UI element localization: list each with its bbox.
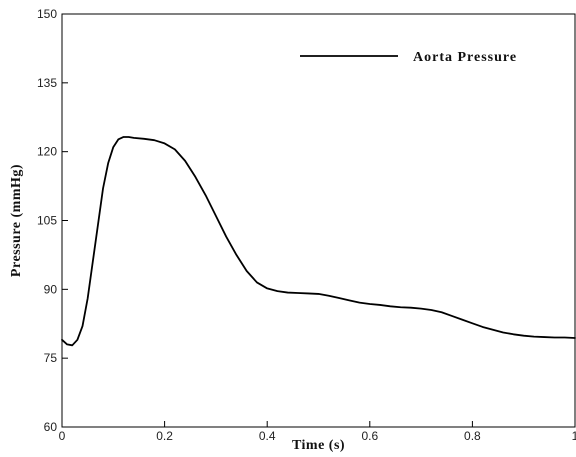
x-tick-label: 0.2 <box>156 429 173 443</box>
legend-label: Aorta Pressure <box>413 50 517 65</box>
x-tick-label: 0.6 <box>361 429 378 443</box>
y-tick-label: 105 <box>37 214 57 228</box>
y-tick-label: 90 <box>44 282 58 296</box>
ticks-layer: 0 0.2 0.4 0.6 0.8 1 60 75 90 105 120 135 150 <box>37 7 576 443</box>
x-tick-label: 0.4 <box>259 429 276 443</box>
legend: Aorta Pressure <box>300 50 517 65</box>
y-tick-label: 135 <box>37 76 57 90</box>
x-tick-label: 0 <box>59 429 66 443</box>
y-tick-label: 120 <box>37 145 57 159</box>
y-tick-label: 60 <box>44 420 58 434</box>
x-tick-label: 0.8 <box>464 429 481 443</box>
series-line-aorta-pressure <box>61 136 576 347</box>
plot-frame <box>61 13 576 428</box>
y-tick-label: 75 <box>44 351 58 365</box>
y-tick-label: 150 <box>37 7 57 21</box>
y-axis-title: Pressure (mmHg) <box>9 164 24 277</box>
x-tick-label: 1 <box>572 429 576 443</box>
x-axis-title: Time (s) <box>292 438 345 453</box>
